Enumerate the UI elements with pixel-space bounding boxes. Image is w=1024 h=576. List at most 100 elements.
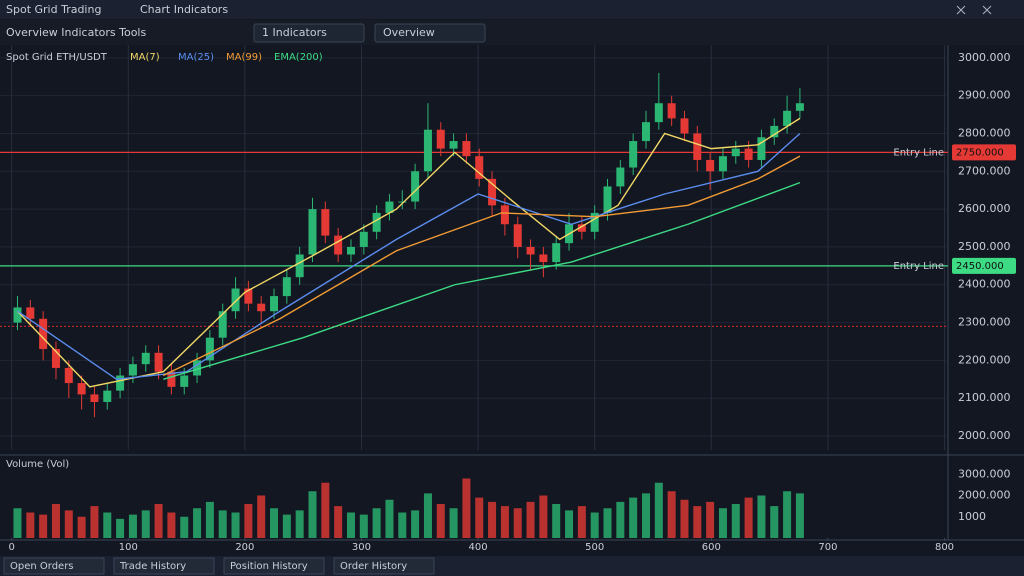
y-tick-label: 2000.000 [958,489,1011,502]
candle-body [731,148,740,157]
toolbar [0,20,1024,45]
volume-bar [590,512,599,538]
button[interactable] [253,23,365,43]
candle-body [218,311,227,338]
y-tick-label: 2500.000 [958,240,1011,253]
legend-entry[interactable]: MA(7) [130,52,160,63]
candle-body [141,352,150,365]
volume-bar [654,482,663,538]
volume-bar [795,493,804,538]
ma-line [16,117,801,388]
y-tick-label: 2200.000 [958,353,1011,366]
app-title: Spot Grid Trading [6,3,101,16]
tab[interactable] [113,557,215,575]
volume-bar [629,497,638,538]
volume-bar [128,514,137,538]
y-tick-label: 2000.000 [958,429,1011,442]
candle-body [116,375,125,391]
candle-body [706,159,715,172]
volume-bar [475,497,484,538]
candle-body [744,148,753,160]
volume-bar [603,508,612,538]
legend-entry[interactable]: MA(99) [226,52,262,63]
y-tick-label: 1000 [958,510,986,523]
y-tick-label: 2900.000 [958,89,1011,102]
window-controls[interactable] [956,5,992,15]
volume-bar [744,497,753,538]
candle-body [475,156,484,179]
volume-bar [706,501,715,538]
volume-bar [731,504,740,538]
volume-bar [616,501,625,538]
button-label[interactable]: Overview [383,26,435,39]
candle-body [641,122,650,142]
tab[interactable] [3,557,105,575]
volume-bar [244,504,253,538]
volume-bar [334,506,343,538]
volume-bar [231,512,240,538]
volume-bar [295,510,304,538]
candle-body [423,129,432,172]
x-tick-label: 500 [585,542,604,553]
tab[interactable] [333,557,435,575]
y-tick-label: 2300.000 [958,316,1011,329]
candle-body [667,103,676,119]
volume-bar [783,491,792,538]
candle-body [295,254,304,278]
volume-bar [462,478,471,538]
volume-bar [423,493,432,538]
x-tick-label: 700 [818,542,837,553]
tab-label[interactable]: Open Orders [10,561,74,572]
volume-bar [372,508,381,538]
candle-body [128,364,137,376]
volume-bar [385,499,394,538]
app-subtitle: Chart Indicators [140,3,228,16]
button[interactable] [374,23,486,43]
candle-body [603,186,612,213]
y-tick-label: 2400.000 [958,278,1011,291]
volume-bar [577,506,586,538]
volume-bar [257,495,266,538]
volume-bar [51,504,60,538]
volume-bar [308,491,317,538]
candle-body [577,224,586,232]
candle-body [257,303,266,312]
volume-bar [552,504,561,538]
y-tick-label: 2800.000 [958,126,1011,139]
candle-body [436,129,445,149]
chart-title: Spot Grid ETH/USDT [6,52,108,63]
y-tick-label: 2100.000 [958,391,1011,404]
ma-line [162,155,801,377]
title-bar [0,0,1024,19]
volume-bar [64,510,73,538]
candle-body [193,360,202,376]
tab-label[interactable]: Order History [340,561,407,572]
volume-bar [565,510,574,538]
candle-body [449,141,458,149]
candle-body [795,103,804,111]
candle-body [39,318,48,350]
button-label[interactable]: 1 Indicators [262,26,327,39]
y-tick-label: 3000.000 [958,467,1011,480]
candle-body [180,375,189,387]
legend-entry[interactable]: MA(25) [178,52,214,63]
tab-label[interactable]: Trade History [119,561,186,572]
volume-bar [154,504,163,538]
ma-line [163,181,801,380]
candle-body [90,394,99,402]
volume-bar [680,499,689,538]
candle-body [372,212,381,232]
tab-label[interactable]: Position History [230,561,308,572]
legend-entry[interactable]: EMA(200) [274,52,323,63]
candle-body [488,178,497,206]
tab[interactable] [223,557,325,575]
x-tick-label: 0 [8,542,14,553]
volume-bar [77,516,86,538]
volume-bar [180,516,189,538]
x-tick-label: 200 [235,542,254,553]
volume-bar [90,506,99,538]
volume-bar [411,510,420,538]
candle-body [770,125,779,138]
